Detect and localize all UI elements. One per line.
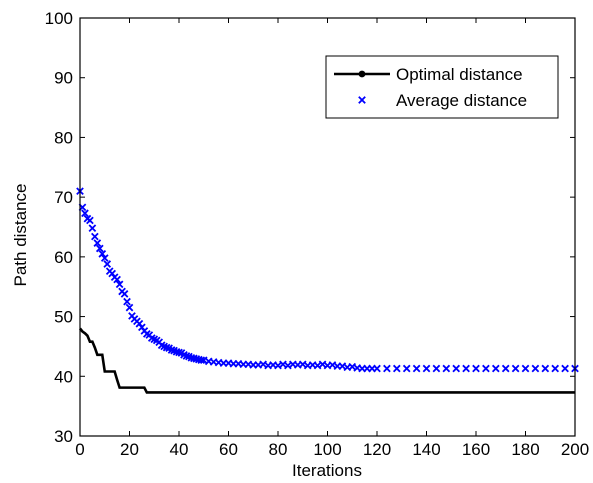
x-tick-label: 120 xyxy=(363,440,391,459)
average-distance-point xyxy=(452,364,461,373)
x-tick-label: 80 xyxy=(269,440,288,459)
average-distance-point xyxy=(125,303,134,312)
legend-label: Optimal distance xyxy=(396,65,523,84)
average-distance-point xyxy=(432,364,441,373)
average-distance-point xyxy=(383,364,391,373)
x-tick-label: 200 xyxy=(561,440,589,459)
average-distance-point xyxy=(120,290,129,298)
average-distance-point xyxy=(462,364,470,373)
x-tick-label: 20 xyxy=(120,440,139,459)
legend-marker-dot xyxy=(358,70,366,78)
average-distance-point xyxy=(88,224,97,233)
average-distance-point xyxy=(422,364,431,373)
average-distance-point xyxy=(482,364,490,373)
legend-swatch-average-distance xyxy=(358,96,366,104)
average-distance-point xyxy=(402,364,411,373)
average-distance-point xyxy=(551,364,560,373)
average-distance-point xyxy=(531,364,540,373)
y-tick-label: 50 xyxy=(54,308,73,327)
y-tick-label: 60 xyxy=(54,248,73,267)
y-tick-label: 100 xyxy=(45,9,73,28)
x-tick-label: 160 xyxy=(462,440,490,459)
average-distance-point xyxy=(98,250,107,258)
average-distance-point xyxy=(103,260,112,268)
average-distance-point xyxy=(491,364,500,373)
average-distance-point xyxy=(501,364,510,373)
average-distance-point xyxy=(442,364,451,373)
x-axis-title: Iterations xyxy=(292,461,362,480)
average-distance-point xyxy=(113,275,121,284)
axes: 0 20 40 60 80 100 120 140 160 180 200 30 40 50 60 70 80 9… xyxy=(45,9,590,459)
average-distance-point xyxy=(511,364,520,373)
average-distance-point xyxy=(472,364,480,373)
x-tick-label: 180 xyxy=(511,440,539,459)
series-line-optimal-distance xyxy=(78,327,575,394)
average-distance-point xyxy=(561,364,569,373)
average-distance-point xyxy=(197,356,206,364)
y-tick-label: 70 xyxy=(54,188,73,207)
average-distance-point xyxy=(91,232,99,241)
average-distance-point xyxy=(521,364,530,373)
x-tick-label: 100 xyxy=(313,440,341,459)
y-axis-title: Path distance xyxy=(11,183,30,286)
x-tick-label: 0 xyxy=(75,440,84,459)
y-tick-label: 40 xyxy=(54,367,73,386)
average-distance-point xyxy=(81,209,89,218)
average-distance-point xyxy=(373,364,381,373)
legend-box xyxy=(325,55,559,119)
average-distance-point xyxy=(541,364,550,373)
average-distance-point xyxy=(412,364,421,373)
y-tick-label: 90 xyxy=(54,69,73,88)
legend-label: Average distance xyxy=(396,91,527,110)
legend: Optimal distance Average distance xyxy=(325,55,559,119)
average-distance-point xyxy=(115,280,124,289)
average-distance-point xyxy=(123,297,131,306)
average-distance-point xyxy=(93,239,102,247)
x-tick-label: 60 xyxy=(219,440,238,459)
average-distance-point xyxy=(95,244,104,253)
x-tick-label: 40 xyxy=(170,440,189,459)
plot-area xyxy=(76,187,579,394)
average-distance-point xyxy=(86,216,94,225)
series-markers-average-distance xyxy=(76,187,579,373)
average-distance-point xyxy=(100,254,109,262)
x-tick-label: 140 xyxy=(412,440,440,459)
y-tick-label: 80 xyxy=(54,128,73,147)
y-tick-label: 30 xyxy=(54,427,73,446)
average-distance-point xyxy=(392,364,401,373)
